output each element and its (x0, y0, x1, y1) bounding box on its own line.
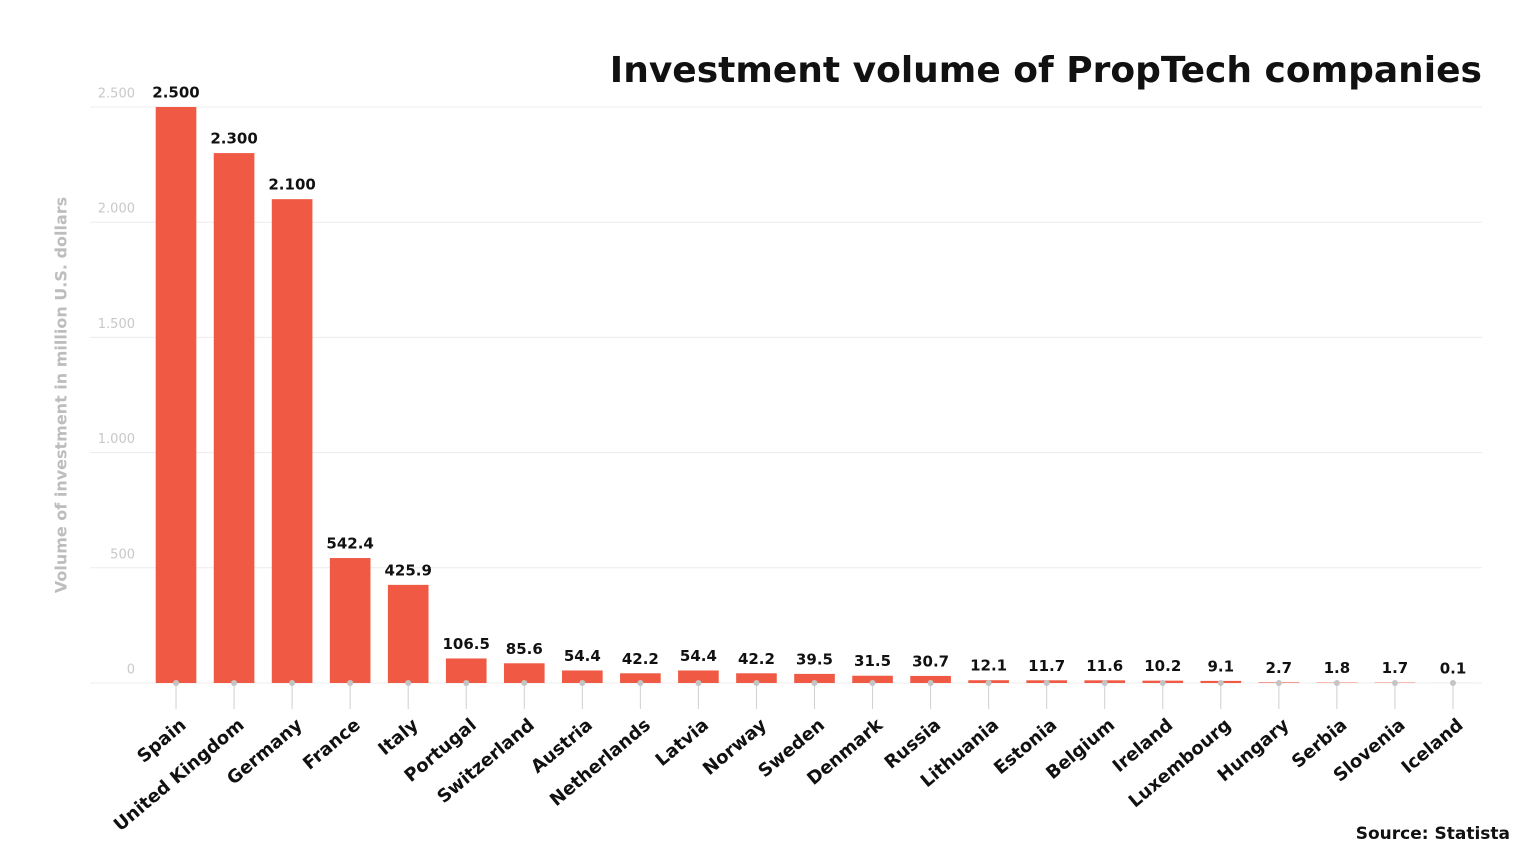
x-tick-dot (695, 680, 702, 686)
y-tick-label: 500 (110, 547, 135, 562)
x-tick-label: Luxembourg (1125, 715, 1236, 813)
bar (155, 107, 197, 683)
y-tick-label: 2.500 (98, 87, 135, 102)
y-tick-label: 2.000 (98, 202, 135, 217)
bar (271, 199, 313, 683)
bar (503, 663, 545, 683)
x-tick-dot (1333, 680, 1340, 686)
bar (678, 670, 719, 683)
value-label: 2.100 (268, 176, 315, 194)
value-label: 42.2 (622, 650, 659, 668)
x-tick-dot (231, 680, 238, 686)
x-tick-dot (985, 680, 992, 686)
value-label: 39.5 (796, 650, 833, 668)
y-tick-label: 0 (127, 663, 135, 678)
x-tick-dot (463, 680, 470, 686)
x-tick-label: Italy (374, 714, 422, 759)
value-label: 10.2 (1144, 657, 1181, 675)
x-tick-dot (173, 680, 180, 686)
x-tick-dot (289, 680, 296, 686)
value-label: 2.7 (1266, 659, 1293, 677)
x-tick-dot (1217, 680, 1224, 686)
value-label: 30.7 (912, 652, 949, 670)
x-tick-dot (579, 680, 586, 686)
y-tick-label: 1.500 (98, 317, 135, 332)
y-axis-title: Volume of investment in million U.S. dol… (52, 197, 71, 593)
bar (910, 675, 951, 683)
bar (736, 673, 777, 683)
x-tick-label: Iceland (1398, 715, 1468, 778)
x-tick-dot (811, 680, 818, 686)
x-tick-dot (1391, 680, 1398, 686)
value-label: 12.1 (970, 657, 1007, 675)
value-label: 1.8 (1324, 659, 1351, 677)
y-tick-label: 1.000 (98, 432, 135, 447)
value-label: 0.1 (1440, 659, 1467, 677)
value-label: 11.6 (1086, 657, 1123, 675)
x-tick-label: Netherlands (546, 715, 655, 811)
x-tick-label: France (299, 715, 364, 775)
value-label: 2.500 (152, 84, 199, 102)
value-label: 54.4 (564, 647, 601, 665)
value-label: 31.5 (854, 652, 891, 670)
x-tick-dot (869, 680, 876, 686)
bar (213, 153, 255, 683)
bar (852, 675, 893, 683)
chart-title: Investment volume of PropTech companies (610, 50, 1482, 91)
bar (620, 673, 661, 683)
value-label: 9.1 (1208, 657, 1235, 675)
value-label: 11.7 (1028, 657, 1065, 675)
x-tick-dot (1275, 680, 1282, 686)
x-tick-dot (1043, 680, 1050, 686)
value-label: 42.2 (738, 650, 775, 668)
x-tick-dot (347, 680, 354, 686)
x-tick-dot (753, 680, 760, 686)
x-tick-dot (1159, 680, 1166, 686)
bar (794, 673, 835, 683)
value-label: 54.4 (680, 647, 717, 665)
source: Source: Statista (1356, 824, 1510, 844)
bar (329, 558, 371, 683)
value-label: 106.5 (443, 635, 490, 653)
bar (445, 658, 487, 683)
value-label: 542.4 (326, 535, 373, 553)
x-tick-dot (637, 680, 644, 686)
x-tick-dot (405, 680, 412, 686)
bar (562, 670, 603, 683)
value-label: 85.6 (506, 640, 543, 658)
bar (387, 584, 429, 683)
value-label: 1.7 (1382, 659, 1409, 677)
x-tick-dot (927, 680, 934, 686)
value-label: 425.9 (384, 561, 431, 579)
value-label: 2.300 (210, 130, 257, 148)
x-tick-dot (1101, 680, 1108, 686)
x-tick-dot (1449, 680, 1456, 686)
x-tick-dot (521, 680, 528, 686)
